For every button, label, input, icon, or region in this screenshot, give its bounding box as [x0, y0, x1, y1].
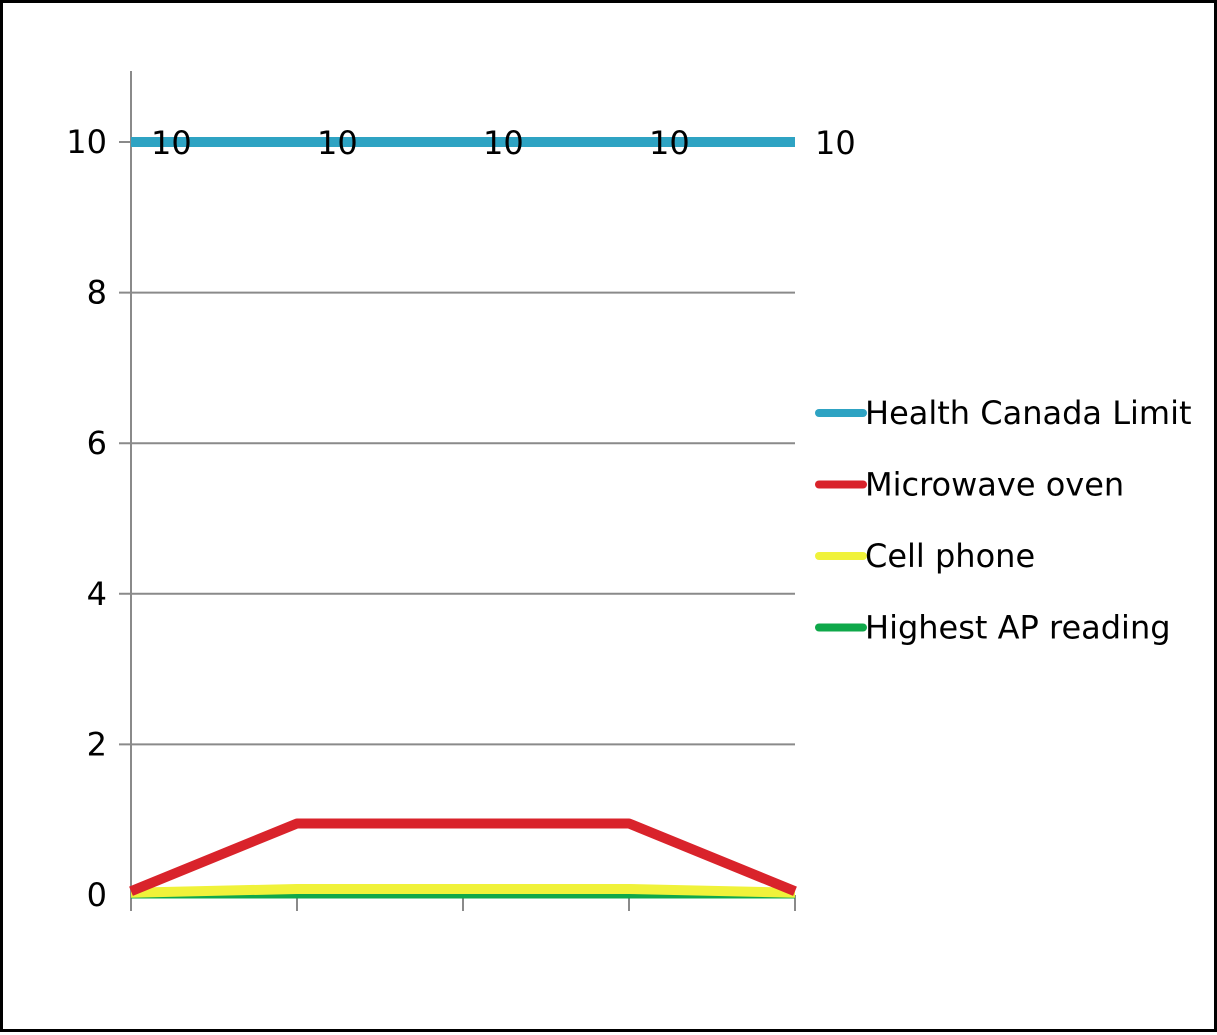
legend-label-3: Cell phone	[865, 537, 1035, 575]
legend-label-1: Health Canada Limit	[865, 394, 1192, 432]
data-label-s1-p1: 10	[151, 124, 192, 162]
legend: Health Canada Limit Microwave oven Cell ph…	[815, 394, 1192, 647]
gridlines	[119, 141, 795, 746]
y-tick-label-2: 2	[87, 725, 107, 763]
y-tick-label-10: 10	[66, 123, 107, 161]
data-label-s1-p3: 10	[483, 124, 524, 162]
series-lines	[129, 137, 797, 899]
legend-label-2: Microwave oven	[865, 466, 1124, 504]
line-chart: 0 2 4 6 8 10 10 10 10 10 10 Health Canada Limit Mi…	[66, 71, 1192, 914]
legend-label-4: Highest AP reading	[865, 609, 1171, 647]
data-label-s1-p5: 10	[815, 124, 856, 162]
y-tick-label-8: 8	[87, 274, 107, 312]
data-label-s1-p4: 10	[649, 124, 690, 162]
data-label-s1-p2: 10	[317, 124, 358, 162]
series-line-3	[130, 883, 796, 898]
data-labels: 10 10 10 10 10	[151, 124, 856, 162]
y-tick-label-0: 0	[87, 876, 107, 914]
y-tick-label-4: 4	[87, 575, 107, 613]
axes: 0 2 4 6 8 10	[66, 71, 796, 914]
y-tick-label-6: 6	[87, 424, 107, 462]
series-line-2	[129, 818, 797, 896]
